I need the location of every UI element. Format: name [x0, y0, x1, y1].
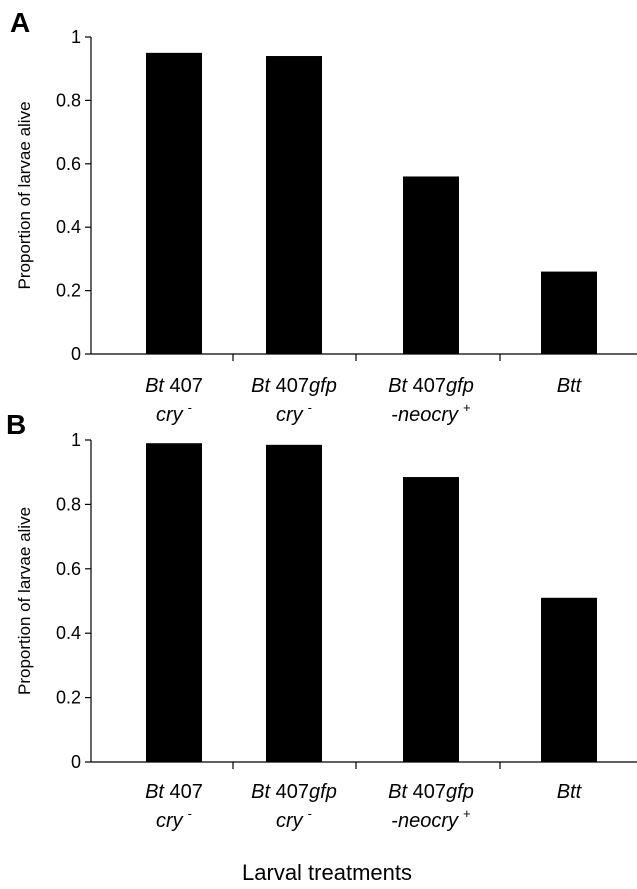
category-label-line1: Bt 407gfp — [251, 375, 337, 397]
y-axis-title: Proportion of larvae alive — [15, 507, 34, 695]
y-tick-label: 0.2 — [56, 688, 81, 708]
chart-panel-a: A Proportion of larvae alive 0 0.2 0.4 0.6 0.8… — [10, 7, 637, 426]
category-label-superscript: - — [308, 400, 312, 415]
y-tick-label: 0.6 — [56, 559, 81, 579]
y-tick-label: 0.6 — [56, 154, 81, 174]
category-label-superscript: - — [188, 400, 192, 415]
category-label-line2: cry - — [156, 806, 192, 832]
y-tick-label: 0 — [71, 752, 81, 772]
category-label-part: cry — [156, 404, 184, 426]
y-tick-label: 0.4 — [56, 623, 81, 643]
bar-3 — [403, 477, 459, 762]
bar-4 — [541, 597, 597, 762]
y-tick-label: 1 — [71, 27, 81, 47]
category-label-part: gfp — [309, 781, 337, 803]
x-axis-title: Larval treatments — [242, 860, 412, 885]
category-label-part: Bt — [388, 781, 408, 803]
category-label-part: cry — [276, 404, 304, 426]
category-label-part: 407 — [270, 781, 309, 803]
category-label-part: - — [391, 404, 398, 426]
y-tick-label: 0 — [71, 344, 81, 364]
bar-2 — [266, 56, 322, 355]
category-label-line1: Bt 407 — [145, 375, 203, 397]
category-label-part: - — [391, 810, 398, 832]
category-label-part: Bt — [251, 375, 271, 397]
category-label-part: gfp — [446, 375, 474, 397]
category-label-line2: cry - — [156, 400, 192, 426]
y-tick-label: 1 — [71, 430, 81, 450]
category-label-line2: cry - — [276, 806, 312, 832]
category-label-part: neocry — [398, 810, 459, 832]
category-label-part: Bt — [251, 781, 271, 803]
chart-panel-b: B Proportion of larvae alive 0 0.2 0.4 0.6 0.8… — [6, 409, 637, 832]
category-label-part: 407 — [407, 781, 446, 803]
y-axis-title: Proportion of larvae alive — [15, 101, 34, 289]
y-tick-label: 0.2 — [56, 281, 81, 301]
category-label-part: 407 — [407, 375, 446, 397]
category-label-part: cry — [156, 810, 184, 832]
category-label-line2: -neocry + — [391, 806, 470, 832]
category-label-line2: cry - — [276, 400, 312, 426]
category-label-line1: Btt — [557, 781, 583, 803]
category-label-line1: Bt 407gfp — [251, 781, 337, 803]
category-label-part: cry — [276, 810, 304, 832]
category-label-part: Btt — [557, 375, 583, 397]
category-label-part: Bt — [145, 375, 165, 397]
category-label-part: 407 — [270, 375, 309, 397]
category-label-line1: Bt 407gfp — [388, 781, 474, 803]
category-label-part: 407 — [164, 375, 203, 397]
category-label-part: 407 — [164, 781, 203, 803]
y-tick-label: 0.4 — [56, 217, 81, 237]
bar-3 — [403, 176, 459, 354]
category-label-part: Bt — [388, 375, 408, 397]
panel-label: A — [10, 7, 30, 38]
category-label-part: Btt — [557, 781, 583, 803]
category-label-part: neocry — [398, 404, 459, 426]
category-label-superscript: + — [463, 806, 471, 821]
category-label-part: gfp — [446, 781, 474, 803]
bar-2 — [266, 444, 322, 762]
category-label-superscript: - — [188, 806, 192, 821]
bar-4 — [541, 271, 597, 354]
category-label-part: Bt — [145, 781, 165, 803]
panel-label: B — [6, 409, 26, 440]
y-tick-label: 0.8 — [56, 494, 81, 514]
y-tick-label: 0.8 — [56, 90, 81, 110]
category-label-part: gfp — [309, 375, 337, 397]
bar-1 — [146, 443, 202, 762]
category-label-line1: Bt 407 — [145, 781, 203, 803]
category-label-superscript: - — [308, 806, 312, 821]
category-label-line2: -neocry + — [391, 400, 470, 426]
category-label-line1: Btt — [557, 375, 583, 397]
bar-1 — [146, 52, 202, 354]
category-label-line1: Bt 407gfp — [388, 375, 474, 397]
category-label-superscript: + — [463, 400, 471, 415]
